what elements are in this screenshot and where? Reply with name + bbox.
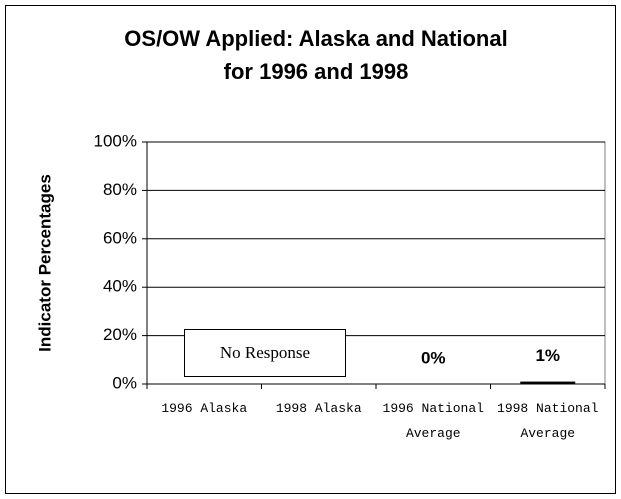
y-tick-label: 60% xyxy=(103,228,137,247)
x-tick-label: 1998 Alaska xyxy=(275,401,362,416)
value-label: 1% xyxy=(535,346,560,365)
x-tick-label: 1998 National Average xyxy=(497,401,599,441)
annotation-box xyxy=(184,329,346,377)
y-tick-label: 100% xyxy=(94,131,137,150)
y-tick-label: 0% xyxy=(112,373,137,392)
chart-border xyxy=(5,5,616,494)
y-axis-label: Indicator Percentages xyxy=(35,174,54,352)
x-tick-label: 1996 Alaska xyxy=(161,401,248,416)
y-tick-label: 80% xyxy=(103,180,137,199)
annotation: No Response xyxy=(220,343,310,362)
x-tick-label: 1996 National Average xyxy=(382,401,484,441)
bar xyxy=(520,381,576,384)
y-tick-label: 20% xyxy=(103,325,137,344)
y-tick-label: 40% xyxy=(103,277,137,296)
chart-title: OS/OW Applied: Alaska and National xyxy=(124,26,507,51)
chart-title: for 1996 and 1998 xyxy=(224,59,409,84)
value-label: 0% xyxy=(421,348,446,367)
bar xyxy=(405,384,461,385)
